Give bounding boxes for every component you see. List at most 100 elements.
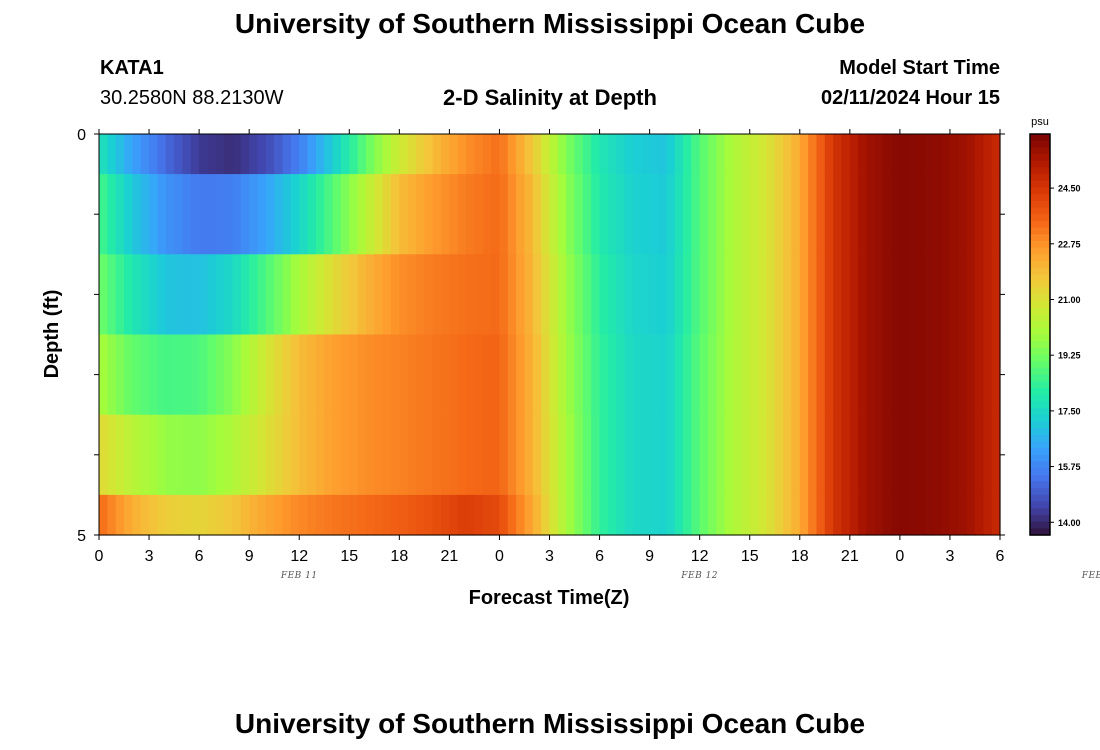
heatmap-cell bbox=[432, 414, 442, 496]
heatmap-cell bbox=[499, 334, 509, 416]
heatmap-cell bbox=[949, 134, 959, 175]
heatmap-cell bbox=[207, 134, 217, 175]
heatmap-cell bbox=[307, 174, 317, 255]
heatmap-cell bbox=[632, 494, 642, 536]
heatmap-cell bbox=[482, 494, 492, 536]
colorbar-segment bbox=[1030, 461, 1050, 469]
heatmap-cell bbox=[390, 414, 400, 496]
heatmap-cell bbox=[758, 174, 767, 255]
heatmap-cell bbox=[407, 134, 417, 175]
heatmap-cell bbox=[924, 334, 934, 416]
y-axis-ticks: 05 bbox=[77, 127, 1005, 545]
heatmap-cell bbox=[199, 334, 209, 416]
heatmap-cell bbox=[449, 334, 459, 416]
heatmap-cell bbox=[307, 254, 317, 336]
heatmap-cell bbox=[866, 134, 876, 175]
heatmap-cell bbox=[207, 494, 217, 536]
x-tick-label: 18 bbox=[791, 548, 809, 565]
heatmap-cell bbox=[899, 494, 909, 536]
heatmap-cell bbox=[699, 334, 709, 416]
heatmap-cell bbox=[407, 174, 417, 255]
heatmap-cell bbox=[691, 414, 701, 496]
heatmap-cell bbox=[566, 254, 576, 336]
heatmap-cell bbox=[449, 174, 459, 255]
heatmap-cell bbox=[774, 134, 784, 175]
heatmap-cell bbox=[599, 334, 609, 416]
heatmap-cell bbox=[666, 334, 676, 416]
heatmap-cell bbox=[482, 174, 492, 255]
heatmap-cell bbox=[833, 334, 843, 416]
colorbar-segment bbox=[1030, 240, 1050, 249]
heatmap-cell bbox=[165, 334, 175, 416]
heatmap-cell bbox=[916, 254, 926, 336]
heatmap-cell bbox=[674, 414, 684, 496]
heatmap-cell bbox=[566, 174, 576, 255]
heatmap-cell bbox=[958, 134, 968, 175]
heatmap-cell bbox=[891, 174, 901, 255]
heatmap-cell bbox=[282, 254, 292, 336]
heatmap-cell bbox=[491, 134, 501, 175]
model-start-label: Model Start Time bbox=[839, 57, 1000, 79]
heatmap-cell bbox=[99, 134, 108, 175]
colorbar-segment bbox=[1030, 194, 1050, 202]
x-tick-label: 6 bbox=[195, 548, 204, 565]
heatmap-cell bbox=[549, 254, 559, 336]
heatmap-cell bbox=[432, 134, 442, 175]
heatmap-cell bbox=[582, 414, 592, 496]
heatmap-cell bbox=[315, 334, 325, 416]
heatmap-cell bbox=[741, 174, 751, 255]
heatmap-cell bbox=[591, 334, 601, 416]
heatmap-cell bbox=[791, 334, 801, 416]
heatmap-cell bbox=[758, 414, 767, 496]
heatmap-cell bbox=[766, 254, 776, 336]
heatmap-cell bbox=[607, 334, 617, 416]
colorbar-segment bbox=[1030, 200, 1050, 209]
heatmap-cell bbox=[666, 134, 676, 175]
heatmap-cell bbox=[182, 334, 192, 416]
heatmap-cell bbox=[474, 134, 484, 175]
heatmap-cell bbox=[691, 134, 701, 175]
heatmap-cell bbox=[741, 134, 751, 175]
heatmap-cell bbox=[699, 254, 709, 336]
heatmap-cell bbox=[382, 174, 392, 255]
heatmap-cell bbox=[474, 414, 484, 496]
heatmap-cell bbox=[132, 334, 142, 416]
heatmap-cell bbox=[557, 334, 567, 416]
heatmap-cell bbox=[249, 334, 259, 416]
heatmap-cell bbox=[532, 494, 542, 536]
heatmap-cell bbox=[224, 134, 234, 175]
heatmap-cell bbox=[399, 494, 409, 536]
heatmap-cell bbox=[290, 134, 300, 175]
heatmap-cell bbox=[432, 334, 442, 416]
heatmap-cell bbox=[649, 334, 659, 416]
heatmap-cell bbox=[724, 134, 734, 175]
heatmap-cell bbox=[941, 254, 951, 336]
heatmap-cell bbox=[708, 134, 717, 175]
heatmap-cell bbox=[190, 494, 200, 536]
heatmap-cell bbox=[607, 174, 617, 255]
heatmap-cell bbox=[708, 414, 717, 496]
heatmap-cell bbox=[666, 494, 676, 536]
heatmap-cell bbox=[491, 494, 501, 536]
heatmap-cell bbox=[257, 134, 267, 175]
heatmap-cell bbox=[482, 414, 492, 496]
heatmap-cell bbox=[883, 134, 893, 175]
heatmap-cell bbox=[758, 494, 767, 536]
heatmap-cell bbox=[916, 334, 926, 416]
heatmap-cell bbox=[908, 414, 918, 496]
heatmap-cell bbox=[799, 494, 809, 536]
heatmap-cell bbox=[424, 174, 434, 255]
heatmap-cell bbox=[741, 414, 751, 496]
heatmap-cell bbox=[382, 414, 392, 496]
heatmap-cell bbox=[399, 134, 409, 175]
heatmap-cell bbox=[841, 334, 851, 416]
heatmap-cell bbox=[207, 334, 217, 416]
heatmap-cell bbox=[582, 134, 592, 175]
heatmap-cell bbox=[107, 494, 117, 536]
heatmap-cell bbox=[808, 414, 818, 496]
heatmap-cell bbox=[774, 254, 784, 336]
heatmap-cell bbox=[849, 174, 859, 255]
heatmap-cell bbox=[699, 414, 709, 496]
heatmap-cell bbox=[949, 174, 959, 255]
heatmap-cell bbox=[591, 254, 601, 336]
